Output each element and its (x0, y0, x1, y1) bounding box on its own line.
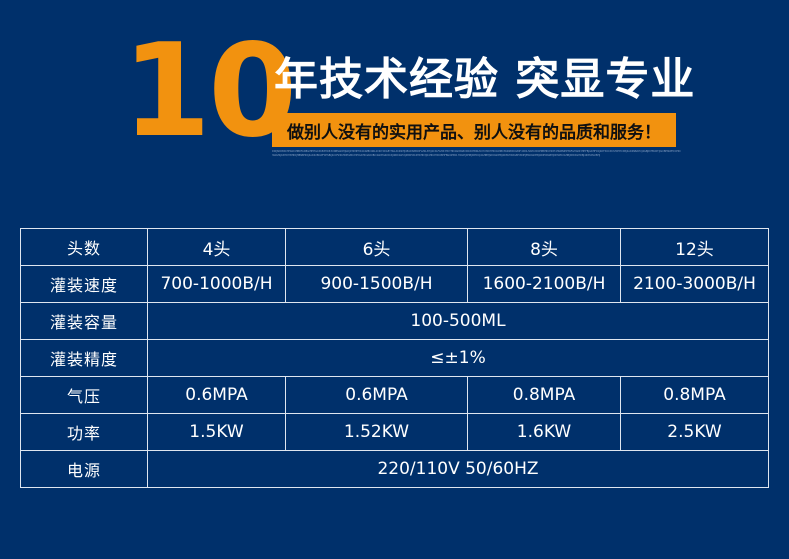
row-label-speed: 灌装速度 (20, 265, 148, 303)
table-row: 功率 1.5KW 1.52KW 1.6KW 2.5KW (20, 413, 769, 451)
promo-header: 10 年技术经验 突显专业 做别人没有的实用产品、别人没有的品质和服务！ DWJ… (0, 0, 789, 200)
spec-table-container: 头数 4头 6头 8头 12头 灌装速度 700-1000B/H 900-150… (20, 228, 769, 488)
subtitle-text: 做别人没有的实用产品、别人没有的品质和服务！ (287, 122, 661, 143)
cell-pressure-4: 0.6MPA (147, 376, 286, 414)
headline-text: 年技术经验 突显专业 (274, 54, 696, 105)
cell-speed-4: 700-1000B/H (147, 265, 286, 303)
subtitle-banner: 做别人没有的实用产品、别人没有的品质和服务！ (272, 113, 676, 147)
cell-heads-4: 4头 (147, 228, 286, 266)
cell-heads-8: 8头 (467, 228, 621, 266)
table-row: 头数 4头 6头 8头 12头 (20, 228, 769, 266)
row-label-heads: 头数 (20, 228, 148, 266)
cell-heads-12: 12头 (620, 228, 769, 266)
cell-speed-8: 1600-2100B/H (467, 265, 621, 303)
cell-power-4: 1.5KW (147, 413, 286, 451)
row-label-power: 功率 (20, 413, 148, 451)
row-label-accuracy: 灌装精度 (20, 339, 148, 377)
cell-pressure-12: 0.8MPA (620, 376, 769, 414)
cell-speed-12: 2100-3000B/H (620, 265, 769, 303)
cell-power-12: 2.5KW (620, 413, 769, 451)
cell-pressure-8: 0.8MPA (467, 376, 621, 414)
table-row: 气压 0.6MPA 0.6MPA 0.8MPA 0.8MPA (20, 376, 769, 414)
years-number: 10 (122, 17, 297, 166)
table-row: 灌装容量 100-500ML (20, 302, 769, 340)
row-label-pressure: 气压 (20, 376, 148, 414)
cell-pressure-6: 0.6MPA (285, 376, 468, 414)
table-row: 灌装精度 ≤±1% (20, 339, 769, 377)
cell-heads-6: 6头 (285, 228, 468, 266)
table-row: 灌装速度 700-1000B/H 900-1500B/H 1600-2100B/… (20, 265, 769, 303)
row-label-supply: 电源 (20, 450, 148, 488)
cell-power-6: 1.52KW (285, 413, 468, 451)
decorative-microcopy: DWJSDDBXCHHGD4HBDFADBGIHHHGCXKB3HOP.3XDB… (272, 150, 681, 158)
cell-supply-all: 220/110V 50/60HZ (147, 450, 769, 488)
row-label-volume: 灌装容量 (20, 302, 148, 340)
cell-volume-all: 100-500ML (147, 302, 769, 340)
table-row: 电源 220/110V 50/60HZ (20, 450, 769, 488)
cell-accuracy-all: ≤±1% (147, 339, 769, 377)
specification-table: 头数 4头 6头 8头 12头 灌装速度 700-1000B/H 900-150… (20, 228, 769, 488)
cell-power-8: 1.6KW (467, 413, 621, 451)
cell-speed-6: 900-1500B/H (285, 265, 468, 303)
